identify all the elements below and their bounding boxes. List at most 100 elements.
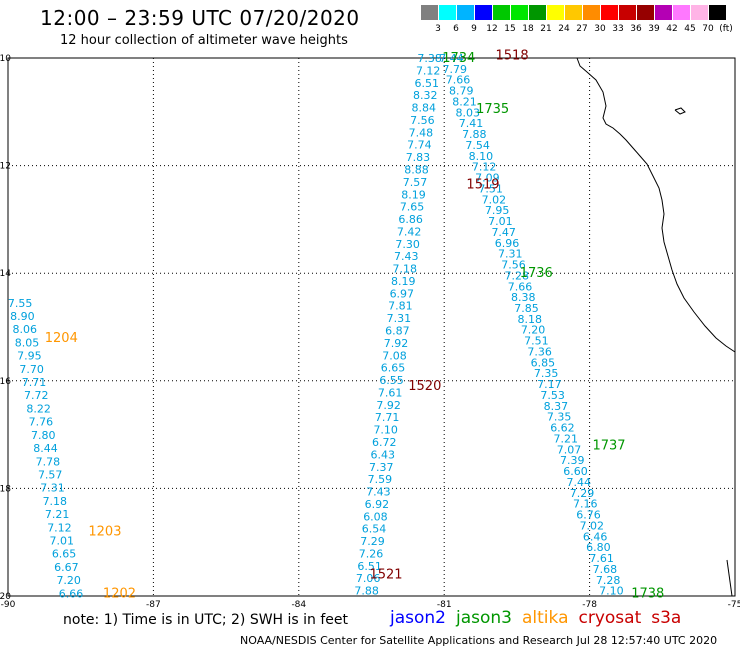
wave-height-value: 7.43 [394,250,419,263]
wave-height-value: 7.12 [472,161,497,174]
wave-height-value: 7.59 [368,473,393,486]
wave-height-value: 7.12 [416,64,441,77]
colorbar-swatch [691,5,709,20]
colorbar-label: 36 [630,24,642,34]
colorbar-label: 21 [540,24,552,34]
wave-height-value: 7.44 [567,476,592,489]
wave-height-value: 8.44 [33,442,58,455]
wave-height-value: 7.85 [514,302,539,315]
colorbar-swatch [583,5,601,20]
colorbar-label: 9 [471,24,477,34]
lon-tick-label: -87 [146,600,161,610]
wave-height-value: 7.79 [442,63,467,76]
colorbar-swatch [637,5,655,20]
pass-time-label: 1737 [592,438,625,453]
wave-height-value: 7.61 [378,386,403,399]
wave-height-value: 6.51 [414,77,439,90]
wave-height-value: 6.97 [390,287,415,300]
colorbar-swatch [565,5,583,20]
wave-height-value: 8.84 [412,102,437,115]
colorbar-swatch [601,5,619,20]
wave-height-value: 8.22 [26,402,51,415]
wave-height-value: 6.54 [362,523,387,536]
wave-height-value: 7.01 [488,215,513,228]
wave-height-value: 7.56 [410,114,435,127]
wave-height-value: 7.39 [560,454,585,467]
wave-height-value: 8.18 [518,313,543,326]
pass-time-label: 1518 [496,48,529,63]
wave-height-value: 7.02 [482,193,507,206]
wave-height-value: 6.51 [357,560,382,573]
wave-height-value: 6.55 [379,374,404,387]
wave-height-value: 7.08 [382,349,407,362]
lon-tick-label: -81 [437,600,452,610]
wave-height-value: 8.21 [452,95,477,108]
pass-time-label: 1204 [45,331,78,346]
colorbar-label: 3 [435,24,441,34]
legend-jason2: jason2 [390,608,446,628]
colorbar-label: 6 [453,24,459,34]
wave-height-value: 7.66 [446,74,471,87]
colorbar-swatch [619,5,637,20]
wave-height-value: 7.51 [478,182,503,195]
colorbar-swatch [547,5,565,20]
wave-height-value: 7.09 [475,172,500,185]
wave-height-value: 7.06 [356,572,381,585]
colorbar-swatch [439,5,457,20]
note-text: note: 1) Time is in UTC; 2) SWH is in fe… [63,612,349,628]
wave-height-value: 7.70 [19,363,44,376]
wave-height-value: 7.28 [596,574,621,587]
wave-height-value: 6.86 [398,213,423,226]
wave-height-value: 6.76 [576,509,601,522]
wave-height-value: 6.80 [586,541,611,554]
wave-height-value: 7.55 [8,297,33,310]
wave-height-value: 7.31 [387,312,412,325]
wave-height-value: 8.88 [404,163,429,176]
wave-height-value: 8.32 [413,89,438,102]
wave-height-value: 7.37 [369,461,394,474]
lon-tick-label: -75 [728,600,740,610]
wave-height-value: 7.81 [388,300,413,313]
lat-tick-label: -20 [0,592,11,602]
wave-height-value: 7.78 [36,455,61,468]
wave-height-value: 6.08 [363,510,388,523]
satellite-legend: jason2 jason3 altika cryosat s3a [390,608,691,628]
wave-height-value: 8.19 [391,275,416,288]
wave-height-value: 6.60 [563,465,588,478]
wave-height-value: 7.41 [459,117,484,130]
wave-height-value: 7.88 [462,128,487,141]
pass-time-label: 1520 [408,379,441,394]
pass-time-label: 1735 [476,102,509,117]
pass-time-label: 1738 [631,586,664,601]
wave-height-value: 7.29 [570,487,595,500]
wave-height-value: 7.28 [505,269,530,282]
lat-tick-label: -10 [0,54,11,64]
wave-height-value: 7.31 [498,248,523,261]
wave-height-value: 7.31 [40,482,65,495]
wave-height-value: 7.35 [534,367,559,380]
wave-height-value: 7.29 [360,535,385,548]
wave-height-value: 8.03 [456,106,481,119]
legend-jason3: jason3 [456,608,512,628]
lat-tick-label: -18 [0,484,11,494]
pass-time-label: 1519 [466,177,499,192]
colorbar-swatch [529,5,547,20]
wave-height-value: 7.38 [417,52,442,65]
wave-height-value: 7.80 [31,429,56,442]
wave-height-value: 6.65 [381,362,406,375]
wave-height-value: 6.96 [495,237,520,250]
wave-height-value: 6.65 [52,548,77,561]
wave-height-value: 6.67 [54,561,79,574]
wave-height-value: 7.71 [22,376,47,389]
wave-height-value: 8.06 [12,323,37,336]
wave-height-value: 6.46 [583,530,608,543]
wave-height-value: 7.48 [409,126,434,139]
wave-height-value: 6.85 [531,356,556,369]
page-subtitle: 12 hour collection of altimeter wave hei… [60,33,348,48]
wave-height-value: 7.17 [537,378,562,391]
wave-height-value: 7.61 [589,552,614,565]
colorbar-label: 70 [702,24,714,34]
wave-height-value: 7.65 [400,201,425,214]
colorbar-label: 39 [648,24,660,34]
